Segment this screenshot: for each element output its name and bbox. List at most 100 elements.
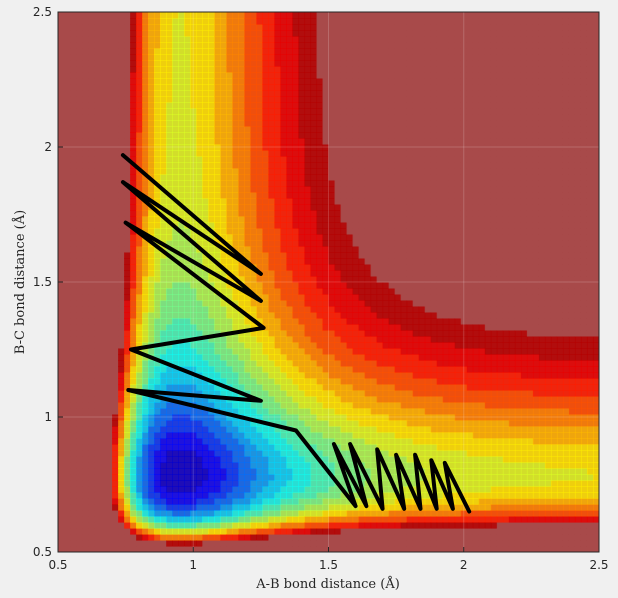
surface-cell	[106, 108, 113, 115]
surface-cell	[118, 546, 125, 552]
surface-cell	[370, 354, 378, 361]
surface-cell	[154, 366, 161, 373]
surface-cell	[196, 282, 203, 289]
surface-cell	[340, 354, 348, 361]
surface-cell	[370, 138, 378, 145]
surface-cell	[154, 156, 161, 163]
surface-cell	[70, 474, 77, 481]
surface-cell	[220, 312, 227, 319]
surface-cell	[112, 78, 119, 85]
surface-cell	[292, 414, 300, 421]
surface-cell	[178, 348, 185, 355]
surface-cell	[328, 12, 336, 19]
surface-cell	[250, 216, 257, 223]
surface-cell	[322, 156, 330, 163]
surface-cell	[238, 150, 245, 157]
surface-cell	[292, 546, 300, 552]
surface-cell	[148, 30, 155, 37]
surface-cell	[382, 330, 390, 337]
surface-cell	[136, 156, 143, 163]
surface-cell	[190, 504, 197, 511]
surface-cell	[250, 360, 257, 367]
surface-cell	[244, 300, 251, 307]
surface-cell	[124, 468, 131, 475]
surface-cell	[214, 546, 221, 552]
surface-cell	[214, 150, 221, 157]
surface-cell	[376, 528, 384, 535]
surface-cell	[328, 306, 336, 313]
surface-cell	[358, 90, 366, 97]
surface-cell	[142, 168, 149, 175]
surface-cell	[322, 546, 330, 552]
surface-cell	[220, 138, 227, 145]
surface-cell	[346, 234, 354, 241]
surface-cell	[196, 144, 203, 151]
surface-cell	[328, 516, 336, 523]
surface-cell	[370, 372, 378, 379]
surface-cell	[70, 174, 77, 181]
surface-cell	[286, 354, 294, 361]
surface-cell	[196, 294, 203, 301]
surface-cell	[214, 138, 221, 145]
surface-cell	[172, 522, 179, 529]
surface-cell	[214, 300, 221, 307]
surface-cell	[148, 186, 155, 193]
surface-cell	[130, 354, 137, 361]
surface-cell	[298, 240, 306, 247]
surface-cell	[166, 312, 173, 319]
surface-cell	[130, 294, 137, 301]
surface-cell	[346, 516, 354, 523]
surface-cell	[130, 468, 137, 475]
surface-cell	[304, 198, 312, 205]
surface-cell	[232, 210, 239, 217]
surface-cell	[334, 102, 342, 109]
surface-cell	[106, 312, 113, 319]
surface-cell	[136, 426, 143, 433]
surface-cell	[130, 534, 137, 541]
surface-cell	[346, 546, 354, 552]
surface-cell	[226, 240, 233, 247]
surface-cell	[190, 96, 197, 103]
surface-cell	[172, 348, 179, 355]
surface-cell	[268, 414, 275, 421]
surface-cell	[118, 288, 125, 295]
surface-cell	[340, 246, 348, 253]
surface-cell	[118, 510, 125, 517]
surface-cell	[106, 438, 113, 445]
surface-cell	[298, 246, 306, 253]
surface-cell	[154, 54, 161, 61]
surface-cell	[364, 198, 372, 205]
surface-cell	[70, 150, 77, 157]
surface-cell	[76, 210, 83, 217]
surface-cell	[238, 432, 245, 439]
surface-cell	[238, 360, 245, 367]
surface-cell	[298, 174, 306, 181]
surface-cell	[340, 174, 348, 181]
surface-cell	[370, 342, 378, 349]
surface-cell	[238, 384, 245, 391]
surface-cell	[262, 186, 269, 193]
surface-cell	[226, 258, 233, 265]
surface-cell	[160, 498, 167, 505]
surface-cell	[112, 438, 119, 445]
surface-cell	[130, 480, 137, 487]
surface-cell	[256, 336, 263, 343]
surface-cell	[328, 546, 336, 552]
surface-cell	[286, 294, 294, 301]
surface-cell	[364, 372, 372, 379]
surface-cell	[358, 180, 366, 187]
surface-cell	[346, 312, 354, 319]
surface-cell	[298, 312, 306, 319]
surface-cell	[112, 132, 119, 139]
surface-cell	[208, 420, 215, 427]
surface-cell	[184, 36, 191, 43]
surface-cell	[184, 24, 191, 31]
surface-cell	[196, 414, 203, 421]
surface-cell	[280, 210, 288, 217]
surface-cell	[76, 126, 83, 133]
surface-cell	[238, 264, 245, 271]
surface-cell	[310, 120, 318, 127]
surface-cell	[118, 246, 125, 253]
surface-cell	[100, 240, 107, 247]
surface-cell	[328, 366, 336, 373]
